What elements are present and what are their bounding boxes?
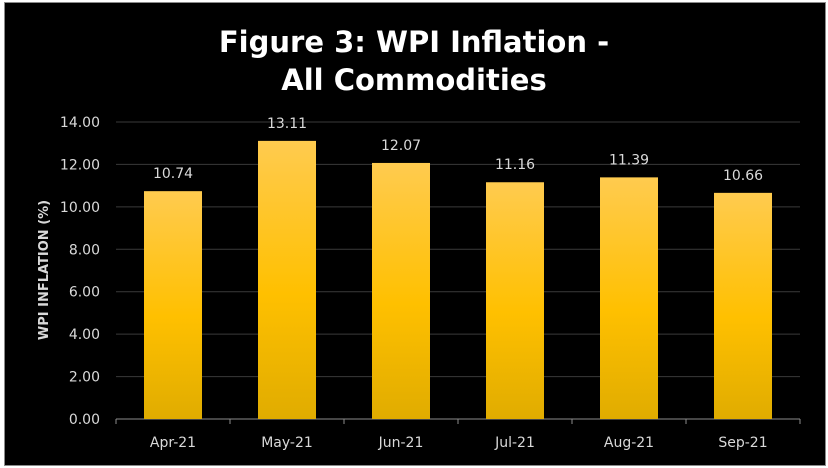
y-axis-label: WPI INFLATION (%) bbox=[37, 200, 52, 340]
y-tick-label: 10.00 bbox=[60, 200, 100, 216]
y-tick-label: 12.00 bbox=[60, 157, 100, 173]
data-label: 11.39 bbox=[609, 152, 649, 168]
bar-aug-21 bbox=[600, 177, 658, 419]
y-tick-label: 14.00 bbox=[60, 115, 100, 131]
x-tick-label: Apr-21 bbox=[150, 435, 196, 451]
y-tick-label: 6.00 bbox=[69, 285, 100, 301]
chart-title-line-2: All Commodities bbox=[281, 63, 546, 97]
data-label: 10.66 bbox=[723, 168, 763, 184]
data-label: 13.11 bbox=[267, 116, 307, 132]
bar-jul-21 bbox=[486, 182, 544, 419]
y-tick-label: 0.00 bbox=[69, 412, 100, 428]
bar-apr-21 bbox=[144, 191, 202, 419]
bar-jun-21 bbox=[372, 162, 430, 419]
x-tick-label: Jul-21 bbox=[494, 435, 535, 451]
chart-title-line-1: Figure 3: WPI Inflation - bbox=[219, 25, 609, 59]
x-tick-label: Sep-21 bbox=[718, 435, 767, 451]
data-label: 10.74 bbox=[153, 166, 193, 182]
y-tick-label: 2.00 bbox=[69, 370, 100, 386]
data-label: 11.16 bbox=[495, 157, 535, 173]
y-tick-label: 4.00 bbox=[69, 327, 100, 343]
x-tick-label: Jun-21 bbox=[378, 435, 424, 451]
x-tick-label: Aug-21 bbox=[604, 435, 654, 451]
data-label: 12.07 bbox=[381, 138, 421, 154]
y-tick-label: 8.00 bbox=[69, 242, 100, 258]
bar-sep-21 bbox=[714, 192, 772, 419]
x-tick-label: May-21 bbox=[261, 435, 313, 451]
bar-may-21 bbox=[258, 140, 316, 419]
